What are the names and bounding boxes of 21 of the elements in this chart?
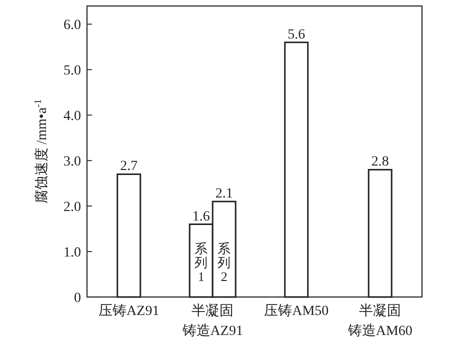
x-tick-label: 半凝固铸造AZ91 xyxy=(181,303,243,339)
y-tick-label: 1.0 xyxy=(64,245,81,260)
y-tick-label: 4.0 xyxy=(64,109,81,124)
y-tick-label: 0 xyxy=(74,290,81,306)
data-label: 2.8 xyxy=(371,154,389,170)
x-tick-label: 半凝固铸造AM60 xyxy=(346,303,412,339)
data-label: 2.1 xyxy=(215,186,233,202)
bar xyxy=(284,42,309,298)
x-tick-label: 压铸AM50 xyxy=(264,303,329,319)
data-label: 2.7 xyxy=(120,159,138,174)
y-tick-label: 3.0 xyxy=(64,154,81,170)
series-label: 系列1 xyxy=(194,241,208,284)
data-label: 1.6 xyxy=(192,209,210,224)
bar xyxy=(368,168,392,298)
y-tick-label: 2.0 xyxy=(64,200,81,215)
y-tick-label: 5.0 xyxy=(64,64,81,79)
series-label: 系列2 xyxy=(218,241,231,284)
y-tick-label: 6.0 xyxy=(64,18,81,34)
bar xyxy=(116,173,142,298)
data-label: 5.6 xyxy=(288,27,306,42)
x-tick-label: 压铸AZ91 xyxy=(98,303,160,319)
